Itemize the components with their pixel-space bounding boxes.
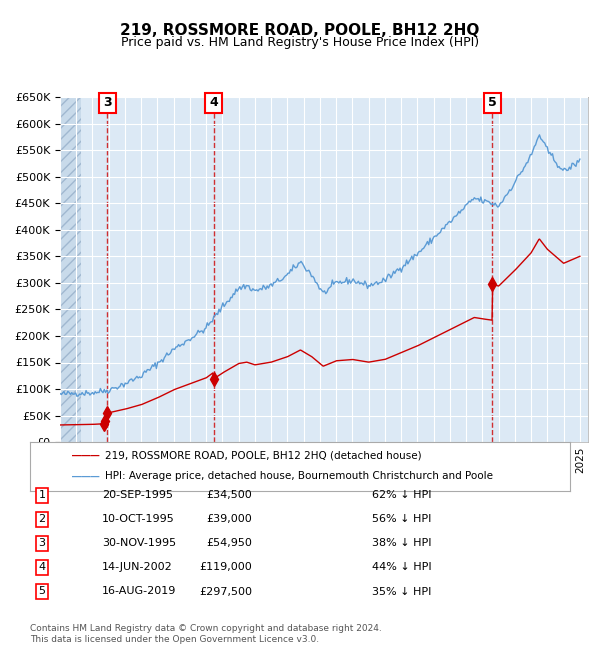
Text: 3: 3 <box>38 538 46 549</box>
Text: 4: 4 <box>38 562 46 573</box>
Text: £39,000: £39,000 <box>206 514 252 525</box>
Text: 62% ↓ HPI: 62% ↓ HPI <box>372 490 431 501</box>
Text: 3: 3 <box>103 96 112 109</box>
Text: Contains HM Land Registry data © Crown copyright and database right 2024.
This d: Contains HM Land Registry data © Crown c… <box>30 624 382 644</box>
Text: 10-OCT-1995: 10-OCT-1995 <box>102 514 175 525</box>
Text: 219, ROSSMORE ROAD, POOLE, BH12 2HQ: 219, ROSSMORE ROAD, POOLE, BH12 2HQ <box>121 23 479 38</box>
Text: £119,000: £119,000 <box>199 562 252 573</box>
Text: ———: ——— <box>72 468 100 484</box>
Text: 2: 2 <box>38 514 46 525</box>
Text: 38% ↓ HPI: 38% ↓ HPI <box>372 538 431 549</box>
Text: 4: 4 <box>209 96 218 109</box>
Text: HPI: Average price, detached house, Bournemouth Christchurch and Poole: HPI: Average price, detached house, Bour… <box>105 471 493 481</box>
Text: 16-AUG-2019: 16-AUG-2019 <box>102 586 176 597</box>
Bar <box>60 98 81 442</box>
Text: £34,500: £34,500 <box>206 490 252 501</box>
Text: 14-JUN-2002: 14-JUN-2002 <box>102 562 173 573</box>
Text: 219, ROSSMORE ROAD, POOLE, BH12 2HQ (detached house): 219, ROSSMORE ROAD, POOLE, BH12 2HQ (det… <box>105 450 422 461</box>
Text: £297,500: £297,500 <box>199 586 252 597</box>
Text: 20-SEP-1995: 20-SEP-1995 <box>102 490 173 501</box>
Text: £54,950: £54,950 <box>206 538 252 549</box>
Text: 5: 5 <box>38 586 46 597</box>
Text: ———: ——— <box>72 448 100 463</box>
Text: 30-NOV-1995: 30-NOV-1995 <box>102 538 176 549</box>
Text: 56% ↓ HPI: 56% ↓ HPI <box>372 514 431 525</box>
Bar <box>60 98 68 442</box>
Text: 5: 5 <box>488 96 497 109</box>
Text: 44% ↓ HPI: 44% ↓ HPI <box>372 562 431 573</box>
Text: 1: 1 <box>38 490 46 501</box>
Text: 35% ↓ HPI: 35% ↓ HPI <box>372 586 431 597</box>
Text: Price paid vs. HM Land Registry's House Price Index (HPI): Price paid vs. HM Land Registry's House … <box>121 36 479 49</box>
